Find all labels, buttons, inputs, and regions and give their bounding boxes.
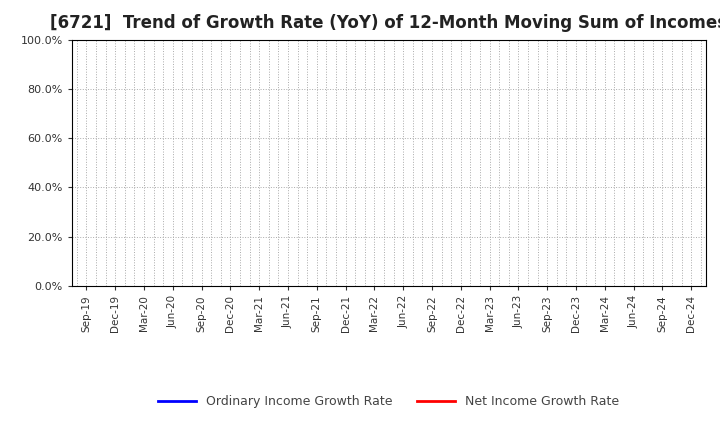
Title: [6721]  Trend of Growth Rate (YoY) of 12-Month Moving Sum of Incomes: [6721] Trend of Growth Rate (YoY) of 12-… bbox=[50, 15, 720, 33]
Legend: Ordinary Income Growth Rate, Net Income Growth Rate: Ordinary Income Growth Rate, Net Income … bbox=[158, 395, 619, 408]
